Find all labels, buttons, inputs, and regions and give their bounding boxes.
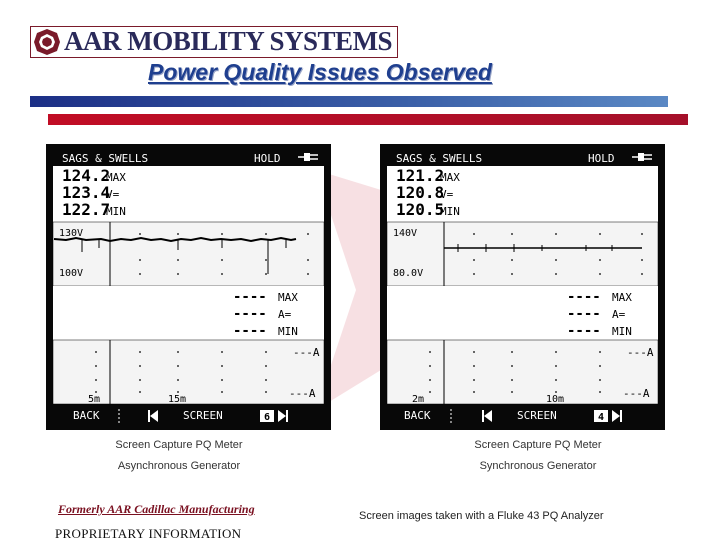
next-page-icon[interactable]	[278, 410, 288, 422]
avg-label: V=	[440, 188, 454, 201]
svg-text:SCREEN: SCREEN	[183, 409, 223, 422]
current-avg-label: A=	[612, 308, 626, 321]
company-logo-text: AAR MOBILITY SYSTEMS	[64, 26, 393, 56]
time-left-label: 2m	[412, 394, 424, 405]
red-divider-bar	[48, 114, 688, 125]
plug-icon	[298, 153, 318, 161]
current-max-label: MAX	[612, 291, 632, 304]
avg-voltage-reading: 123.4	[62, 183, 110, 202]
screen-button[interactable]: SCREEN	[183, 409, 223, 422]
time-right-label: 15m	[168, 394, 186, 405]
max-label: MAX	[106, 171, 126, 184]
max-voltage-reading: 124.2	[62, 166, 110, 185]
hold-label: HOLD	[254, 152, 281, 165]
lower-limit-label: 80.0V	[393, 268, 423, 279]
voltage-grid	[139, 233, 309, 275]
voltage-spikes	[457, 244, 613, 252]
amp-bottom-label: ---A	[623, 387, 650, 400]
max-voltage-reading: 121.2	[396, 166, 444, 185]
back-button[interactable]: BACK	[73, 409, 100, 422]
min-voltage-reading: 120.5	[396, 200, 444, 219]
svg-text:6: 6	[264, 412, 270, 423]
current-min-dashes: ----	[567, 323, 601, 339]
current-grid	[95, 351, 267, 393]
current-max-dashes: ----	[233, 289, 267, 305]
current-avg-label: A=	[278, 308, 292, 321]
amp-top-label: ---A	[293, 346, 320, 359]
prev-page-icon[interactable]	[482, 410, 492, 422]
blue-divider-bar	[30, 96, 668, 107]
amp-bottom-label: ---A	[289, 387, 316, 400]
mode-label: SAGS & SWELLS	[62, 152, 148, 165]
avg-label: V=	[106, 188, 120, 201]
max-label: MAX	[440, 171, 460, 184]
amp-top-label: ---A	[627, 346, 654, 359]
current-min-label: MIN	[612, 325, 632, 338]
plug-icon	[632, 153, 652, 161]
svg-text:BACK: BACK	[73, 409, 100, 422]
current-grid	[429, 351, 601, 393]
current-max-label: MAX	[278, 291, 298, 304]
min-voltage-reading: 122.7	[62, 200, 110, 219]
current-avg-dashes: ----	[233, 306, 267, 322]
current-avg-dashes: ----	[567, 306, 601, 322]
mode-label: SAGS & SWELLS	[396, 152, 482, 165]
footer-fluke-note: Screen images taken with a Fluke 43 PQ A…	[359, 510, 604, 522]
svg-text:SCREEN: SCREEN	[517, 409, 557, 422]
screen-button[interactable]: SCREEN	[517, 409, 557, 422]
right-caption-meter: Screen Capture PQ Meter	[474, 439, 602, 451]
voltage-spikes	[81, 240, 287, 274]
footer-proprietary: PROPRIETARY INFORMATION	[55, 526, 242, 541]
time-right-label: 10m	[546, 394, 564, 405]
prev-page-icon[interactable]	[148, 410, 158, 422]
page-number-badge: 6	[260, 410, 274, 423]
voltage-grid	[473, 233, 643, 275]
lower-limit-label: 100V	[59, 268, 83, 279]
svg-text:4: 4	[598, 412, 604, 423]
back-button[interactable]: BACK	[404, 409, 431, 422]
pq-meter-screen-left: SAGS & SWELLS HOLD 124.2 MAX 123.4 V= 12…	[46, 144, 331, 430]
logo-box	[30, 26, 398, 58]
min-label: MIN	[440, 205, 460, 218]
upper-limit-label: 140V	[393, 228, 417, 239]
pq-meter-screen-right: SAGS & SWELLS HOLD 121.2 MAX 120.8 V= 12…	[380, 144, 665, 430]
min-label: MIN	[106, 205, 126, 218]
time-left-label: 5m	[88, 394, 100, 405]
page-number-badge: 4	[594, 410, 608, 423]
current-min-label: MIN	[278, 325, 298, 338]
left-caption-generator: Asynchronous Generator	[117, 460, 241, 472]
right-caption-generator: Synchronous Generator	[479, 460, 597, 472]
footer-formerly: Formerly AAR Cadillac Manufacturing	[58, 502, 255, 516]
voltage-trace	[53, 236, 297, 243]
current-max-dashes: ----	[567, 289, 601, 305]
current-min-dashes: ----	[233, 323, 267, 339]
svg-text:BACK: BACK	[404, 409, 431, 422]
upper-limit-label: 130V	[59, 228, 83, 239]
avg-voltage-reading: 120.8	[396, 183, 444, 202]
left-caption-meter: Screen Capture PQ Meter	[115, 439, 243, 451]
logo-emblem-icon	[34, 29, 60, 55]
next-page-icon[interactable]	[612, 410, 622, 422]
slide-title: Power Quality Issues Observed	[148, 59, 492, 85]
hold-label: HOLD	[588, 152, 615, 165]
